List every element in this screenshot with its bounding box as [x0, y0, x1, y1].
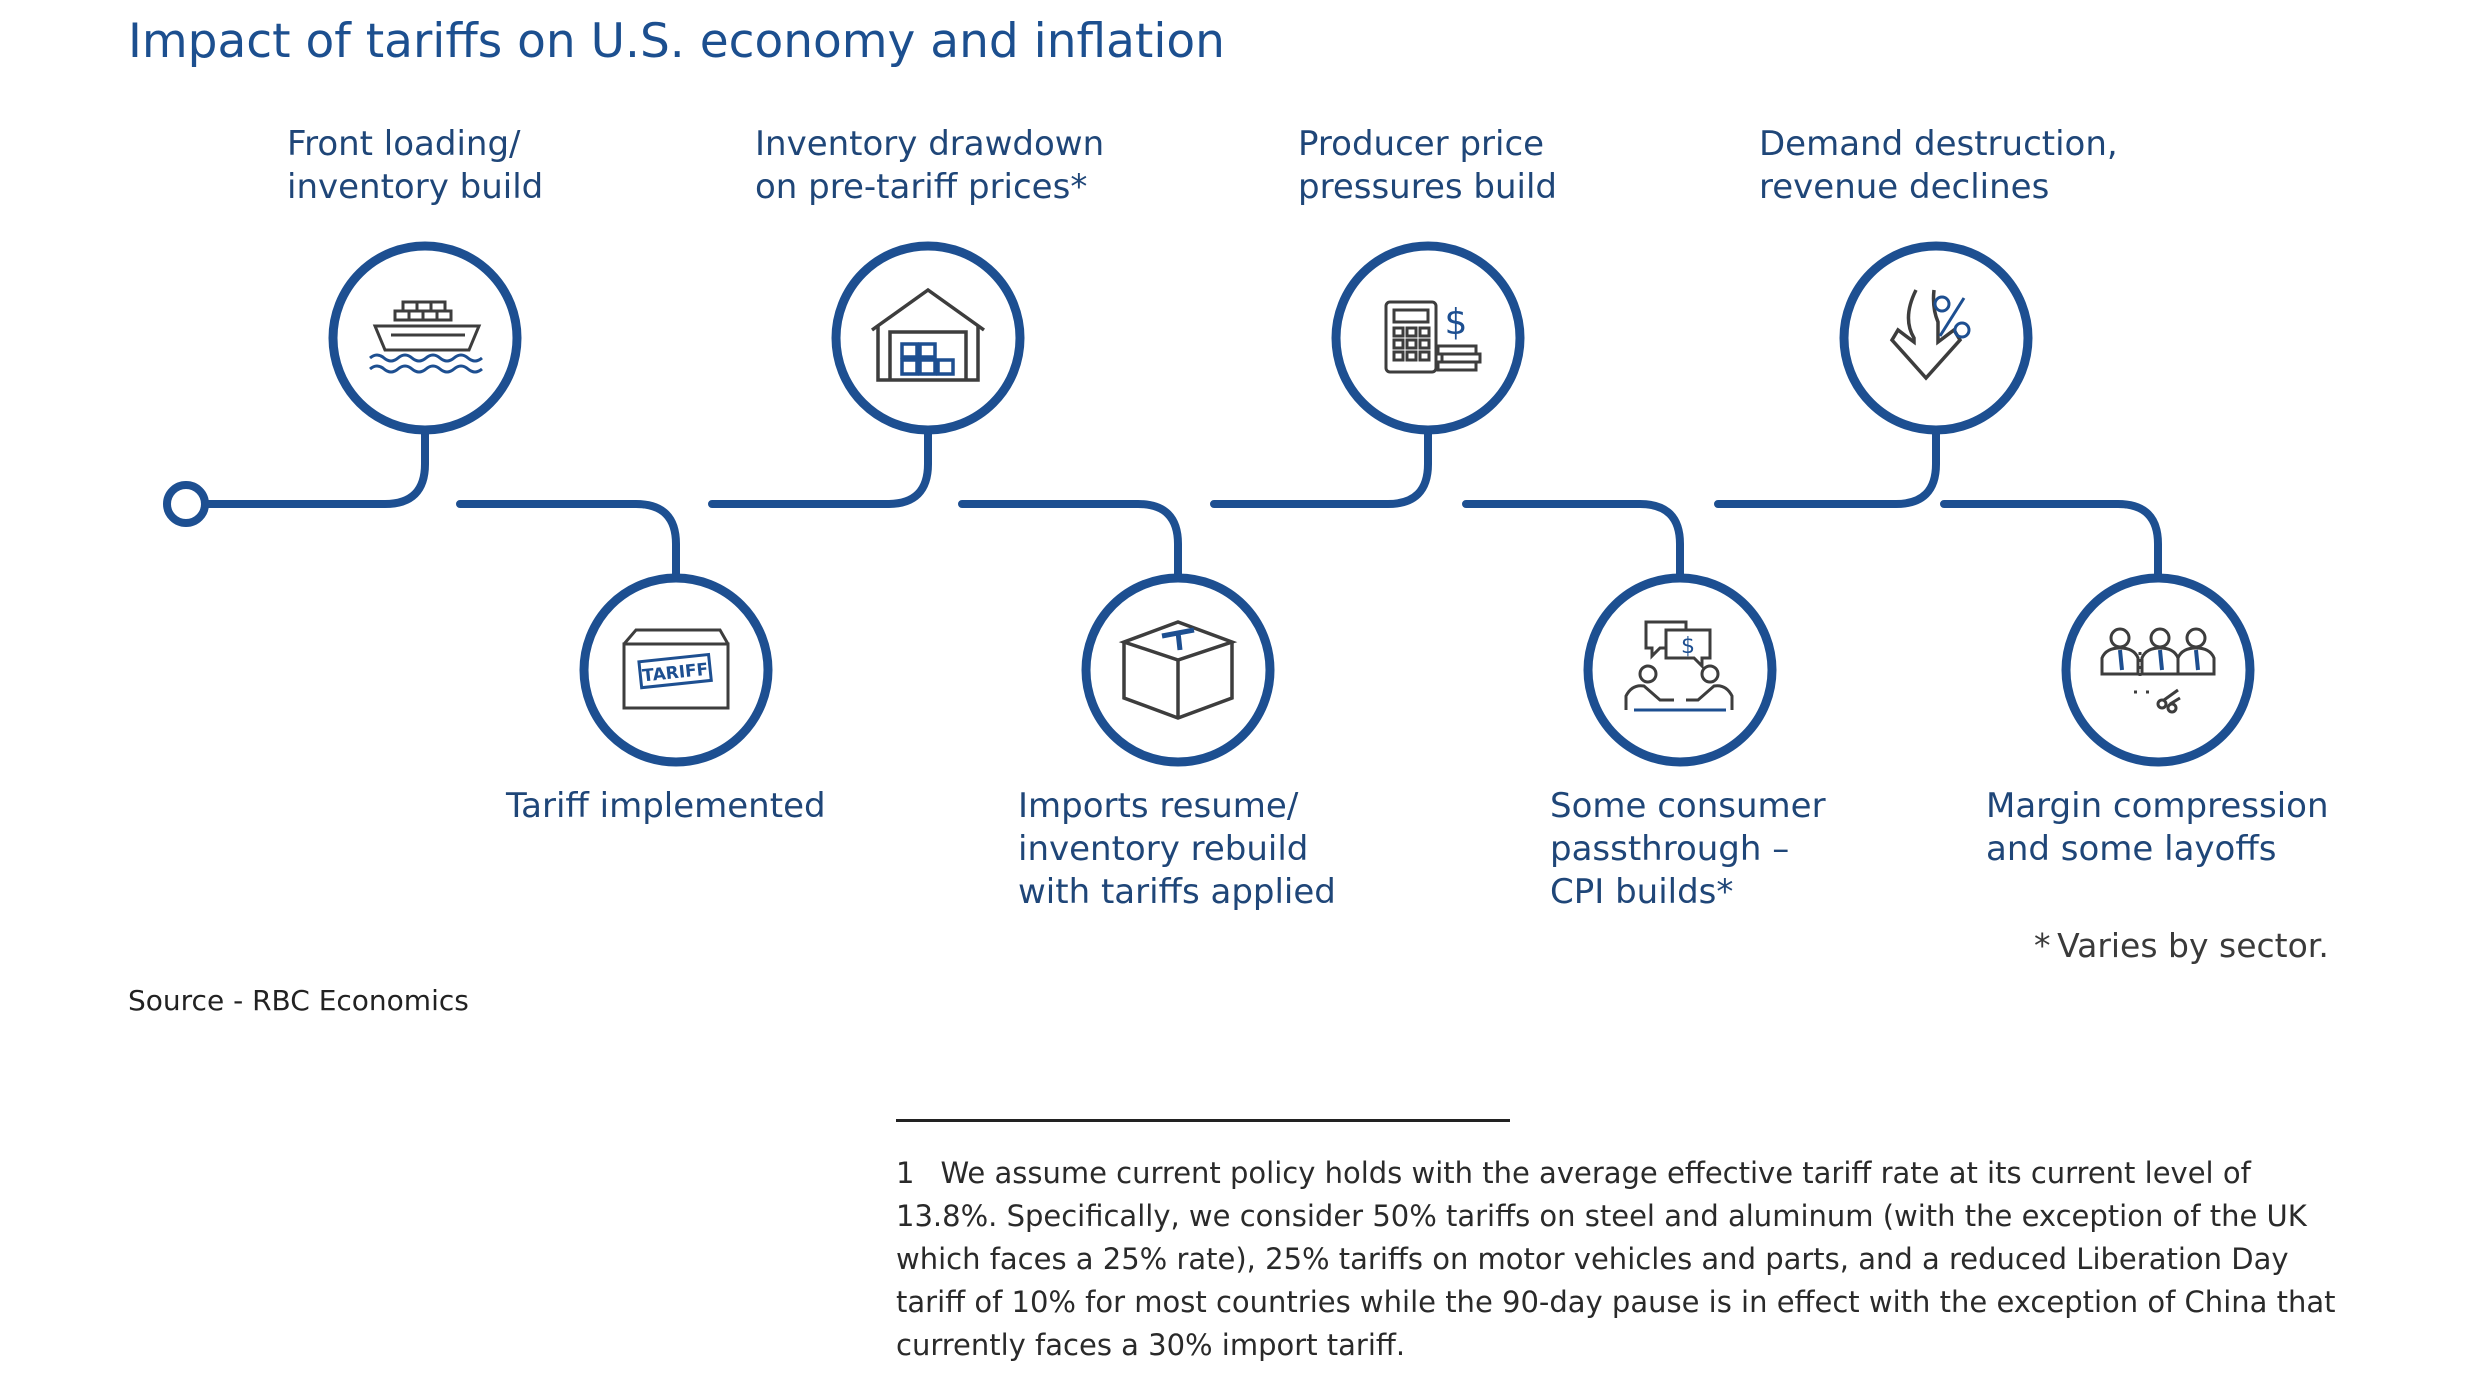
step-3-label-line-1: Inventory drawdown [755, 124, 1105, 164]
step-2-circle [579, 573, 773, 767]
step-4-label: Imports resume/ inventory rebuild with t… [1018, 785, 1336, 914]
diagram-title: Impact of tariffs on U.S. economy and in… [128, 14, 1225, 69]
step-8-label-line-1: Margin compression [1986, 786, 2329, 826]
timeline-start-node [163, 481, 209, 527]
step-7-circle [1839, 241, 2033, 435]
step-6-label-line-3: CPI builds* [1550, 872, 1734, 912]
footnote: 1 We assume current policy holds with the… [896, 1152, 2356, 1367]
step-3-label-line-2: on pre-tariff prices* [755, 167, 1088, 207]
step-5-label: Producer price pressures build [1298, 123, 1557, 209]
step-4-label-line-1: Imports resume/ [1018, 786, 1299, 826]
step-3-circle [831, 241, 1025, 435]
percent-down-arrow-icon [1889, 289, 1971, 381]
step-4-label-line-2: inventory rebuild [1018, 829, 1309, 869]
people-scissors-icon [2100, 627, 2216, 714]
connector-3 [708, 429, 932, 508]
calculator-dollar-icon: $ [1384, 300, 1482, 374]
svg-text:$: $ [1681, 634, 1695, 659]
warehouse-icon [870, 287, 986, 382]
step-1-circle [328, 241, 522, 435]
footnote-text: We assume current policy holds with the … [896, 1156, 2336, 1362]
step-3-label: Inventory drawdown on pre-tariff prices* [755, 123, 1104, 209]
step-1-label-line-2: inventory build [287, 167, 544, 207]
step-5-label-line-1: Producer price [1298, 124, 1545, 164]
connector-6 [1462, 500, 1684, 580]
step-2-label: Tariff implemented [506, 785, 826, 828]
step-7-label-line-2: revenue declines [1759, 167, 2050, 207]
step-6-circle [1583, 573, 1777, 767]
sector-note: * Varies by sector. [2034, 926, 2329, 965]
tariff-box-icon: TARIFF [622, 628, 730, 710]
consumer-chat-dollar-icon: $ [1624, 620, 1734, 712]
connector-2 [456, 500, 680, 580]
step-4-circle [1081, 573, 1275, 767]
step-8-label-line-2: and some layoffs [1986, 829, 2277, 869]
step-5-circle [1331, 241, 1525, 435]
source-credit: Source - RBC Economics [128, 984, 469, 1017]
open-box-icon [1118, 620, 1238, 720]
step-7-label-line-1: Demand destruction, [1759, 124, 2118, 164]
connector-1 [201, 429, 429, 508]
connector-7 [1714, 429, 1940, 508]
footnote-divider [896, 1119, 1510, 1122]
footnote-number: 1 [896, 1156, 915, 1190]
svg-text:$: $ [1445, 302, 1468, 343]
step-2-label-line-1: Tariff implemented [506, 786, 826, 826]
step-4-label-line-3: with tariffs applied [1018, 872, 1336, 912]
step-1-label: Front loading/ inventory build [287, 123, 543, 209]
step-6-label: Some consumer passthrough – CPI builds* [1550, 785, 1826, 914]
cargo-ship-icon [369, 300, 483, 374]
step-6-label-line-2: passthrough – [1550, 829, 1790, 869]
step-1-label-line-1: Front loading/ [287, 124, 521, 164]
step-6-label-line-1: Some consumer [1550, 786, 1826, 826]
connector-8 [1940, 500, 2162, 580]
step-7-label: Demand destruction, revenue declines [1759, 123, 2118, 209]
step-5-label-line-2: pressures build [1298, 167, 1557, 207]
step-8-circle [2061, 573, 2255, 767]
connector-5 [1210, 429, 1432, 508]
connector-4 [958, 500, 1182, 580]
step-8-label: Margin compression and some layoffs [1986, 785, 2329, 871]
